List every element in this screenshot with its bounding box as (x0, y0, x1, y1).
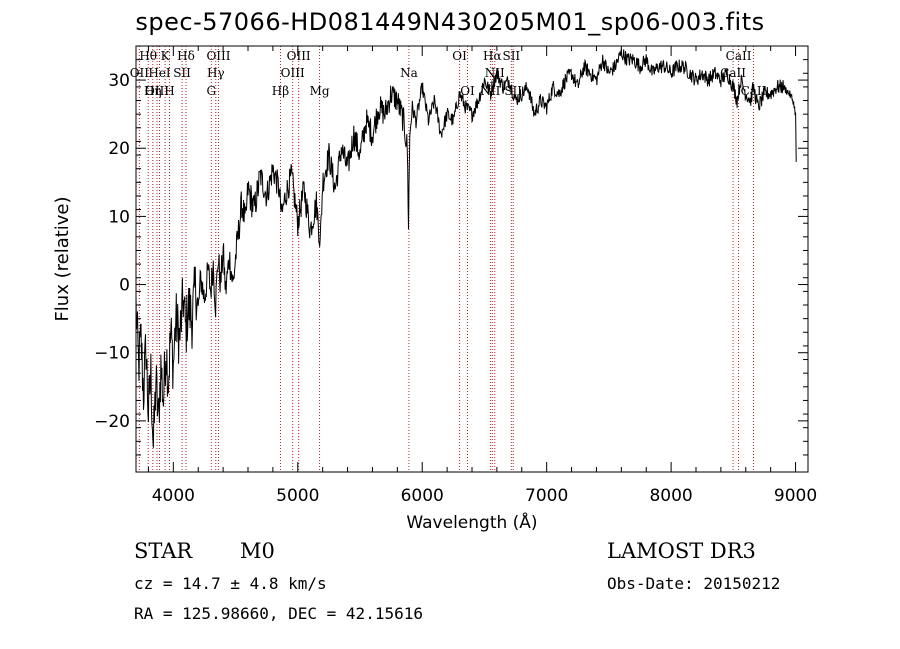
spectral-line-label-12: Hβ (272, 84, 289, 98)
spectral-line-label-9: OIII (206, 49, 230, 63)
spectral-line-label-19: Hα (483, 49, 502, 63)
x-tick-label-5000: 5000 (276, 486, 319, 506)
spectral-line-label-14: OIII (281, 66, 305, 80)
y-tick-label-30: 30 (108, 71, 130, 91)
spectral-line-label-1: OII (130, 66, 150, 80)
spectral-line-label-2: OIII (145, 84, 169, 98)
y-tick-label-20: 20 (108, 139, 130, 159)
spectral-line-markers (138, 46, 754, 472)
spectral-line-label-15: Mg (310, 84, 330, 98)
spectral-line-label-20: NII (485, 66, 505, 80)
axis-ticks: 4000 5000 6000 7000 8000 9000 −20 −10 0 10 20 30 (94, 45, 817, 506)
spectral-line-labels: Hθ OII OIII K HeI Hη SII H Hδ OIII Hγ G Hβ OIII OIII Mg… (130, 49, 767, 98)
spectral-line-label-25: CaII (720, 66, 746, 80)
survey-name: LAMOST DR3 (607, 539, 756, 563)
spectral-line-label-5: Hη (144, 84, 162, 98)
x-axis-label: Wavelength (Å) (406, 511, 537, 533)
y-tick-label-0: 0 (119, 276, 130, 296)
x-tick-label-6000: 6000 (401, 486, 444, 506)
y-axis-label: Flux (relative) (52, 196, 73, 321)
spectral-line-label-22: SII (502, 49, 520, 63)
chart-title: spec-57066-HD081449N430205M01_sp06-003.f… (135, 8, 765, 36)
y-tick-label--20: −20 (94, 412, 130, 432)
x-tick-label-9000: 9000 (774, 486, 817, 506)
spectral-line-label-4: HeI (148, 66, 171, 80)
coordinates: RA = 125.98660, DEC = 42.15616 (134, 604, 423, 623)
spectral-line-label-7: H (164, 84, 174, 98)
spectral-line-label-21: NII (480, 84, 500, 98)
observation-date: Obs-Date: 20150212 (607, 574, 781, 593)
spectral-line-label-3: K (161, 49, 171, 63)
y-tick-label-10: 10 (108, 207, 130, 227)
x-tick-label-7000: 7000 (525, 486, 568, 506)
spectral-line-label-0: Hθ (139, 49, 157, 63)
spectral-line-label-6: SII (173, 66, 191, 80)
redshift-value: cz = 14.7 ± 4.8 km/s (134, 574, 327, 593)
spectral-line-label-23: SII (504, 84, 522, 98)
object-subclass: M0 (240, 539, 275, 563)
spectral-line-label-8: Hδ (177, 49, 195, 63)
spectral-line-label-17: OI (452, 49, 467, 63)
spectral-line-label-18: OI (460, 84, 475, 98)
spectral-line-label-26: CaII (741, 84, 767, 98)
y-tick-label--10: −10 (94, 344, 130, 364)
spectral-line-label-10: Hγ (207, 66, 225, 80)
spectral-line-label-16: Na (400, 66, 418, 80)
object-class: STAR (134, 539, 193, 563)
x-tick-label-4000: 4000 (152, 486, 195, 506)
x-tick-label-8000: 8000 (649, 486, 692, 506)
spectral-line-label-11: G (206, 84, 216, 98)
spectral-line-label-24: CaII (726, 49, 752, 63)
spectrum-series-line (135, 48, 797, 448)
spectral-line-label-13: OIII (287, 49, 311, 63)
